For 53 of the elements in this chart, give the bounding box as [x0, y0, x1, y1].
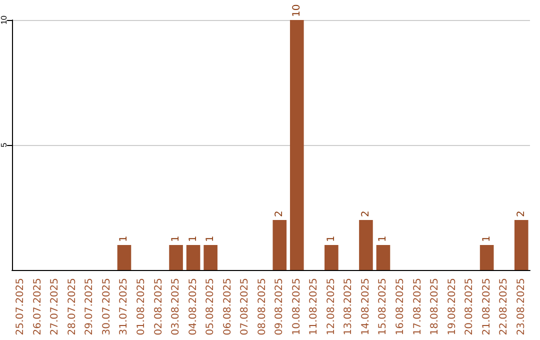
x-tick-label: 14.08.2025 [360, 278, 372, 336]
x-tick-label: 16.08.2025 [395, 278, 406, 336]
x-tick-label: 15.08.2025 [378, 278, 389, 336]
x-tick-label: 29.07.2025 [84, 278, 96, 336]
data-label: 10 [291, 4, 302, 17]
x-tick-label: 08.08.2025 [256, 278, 268, 336]
data-label: 2 [274, 210, 286, 217]
x-tick-label: 03.08.2025 [170, 278, 182, 336]
x-tick-label: 12.08.2025 [326, 278, 337, 336]
data-label: 1 [188, 236, 199, 242]
bar [324, 245, 338, 270]
bar [272, 220, 287, 270]
bar [204, 245, 218, 270]
bar [169, 245, 183, 270]
x-tick-label: 18.08.2025 [430, 278, 441, 336]
x-tick-label: 30.07.2025 [101, 278, 112, 336]
x-tick-label: 11.08.2025 [308, 278, 320, 336]
x-tick-label: 01.08.2025 [136, 278, 147, 336]
bar [376, 245, 390, 270]
data-label: 1 [378, 236, 389, 242]
x-tick-label: 19.08.2025 [446, 278, 458, 336]
y-tick-label: 5 [0, 142, 8, 148]
x-tick-label: 17.08.2025 [412, 278, 424, 336]
bar [480, 245, 494, 270]
bar [186, 245, 200, 270]
bar [290, 20, 304, 270]
x-tick-label: 10.08.2025 [291, 278, 302, 336]
x-tick-label: 21.08.2025 [481, 278, 492, 336]
x-tick-label: 06.08.2025 [222, 278, 234, 336]
x-tick-label: 07.08.2025 [240, 278, 251, 336]
data-label: 1 [205, 236, 216, 242]
x-tick-label: 26.07.2025 [32, 278, 44, 336]
data-label: 2 [360, 210, 372, 217]
x-tick-label: 23.08.2025 [516, 278, 527, 336]
x-tick-label: 02.08.2025 [153, 278, 164, 336]
x-tick-label: 28.07.2025 [66, 278, 78, 336]
x-tick-label: 27.07.2025 [50, 278, 61, 336]
x-tick-label: 20.08.2025 [464, 278, 476, 336]
x-tick-label: 31.07.2025 [118, 278, 130, 336]
x-tick-label: 09.08.2025 [274, 278, 286, 336]
bar [117, 245, 132, 270]
x-tick-label: 22.08.2025 [498, 278, 510, 336]
x-tick-label: 13.08.2025 [343, 278, 354, 336]
x-tick-label: 04.08.2025 [188, 278, 199, 336]
x-tick-label: 05.08.2025 [205, 278, 216, 336]
data-label: 1 [118, 236, 130, 242]
data-label: 1 [326, 236, 337, 242]
data-label: 1 [170, 236, 182, 242]
data-label: 1 [481, 236, 492, 242]
data-label: 2 [516, 210, 527, 217]
bar [514, 220, 528, 270]
bar [359, 220, 373, 270]
x-tick-label: 25.07.2025 [15, 278, 26, 336]
